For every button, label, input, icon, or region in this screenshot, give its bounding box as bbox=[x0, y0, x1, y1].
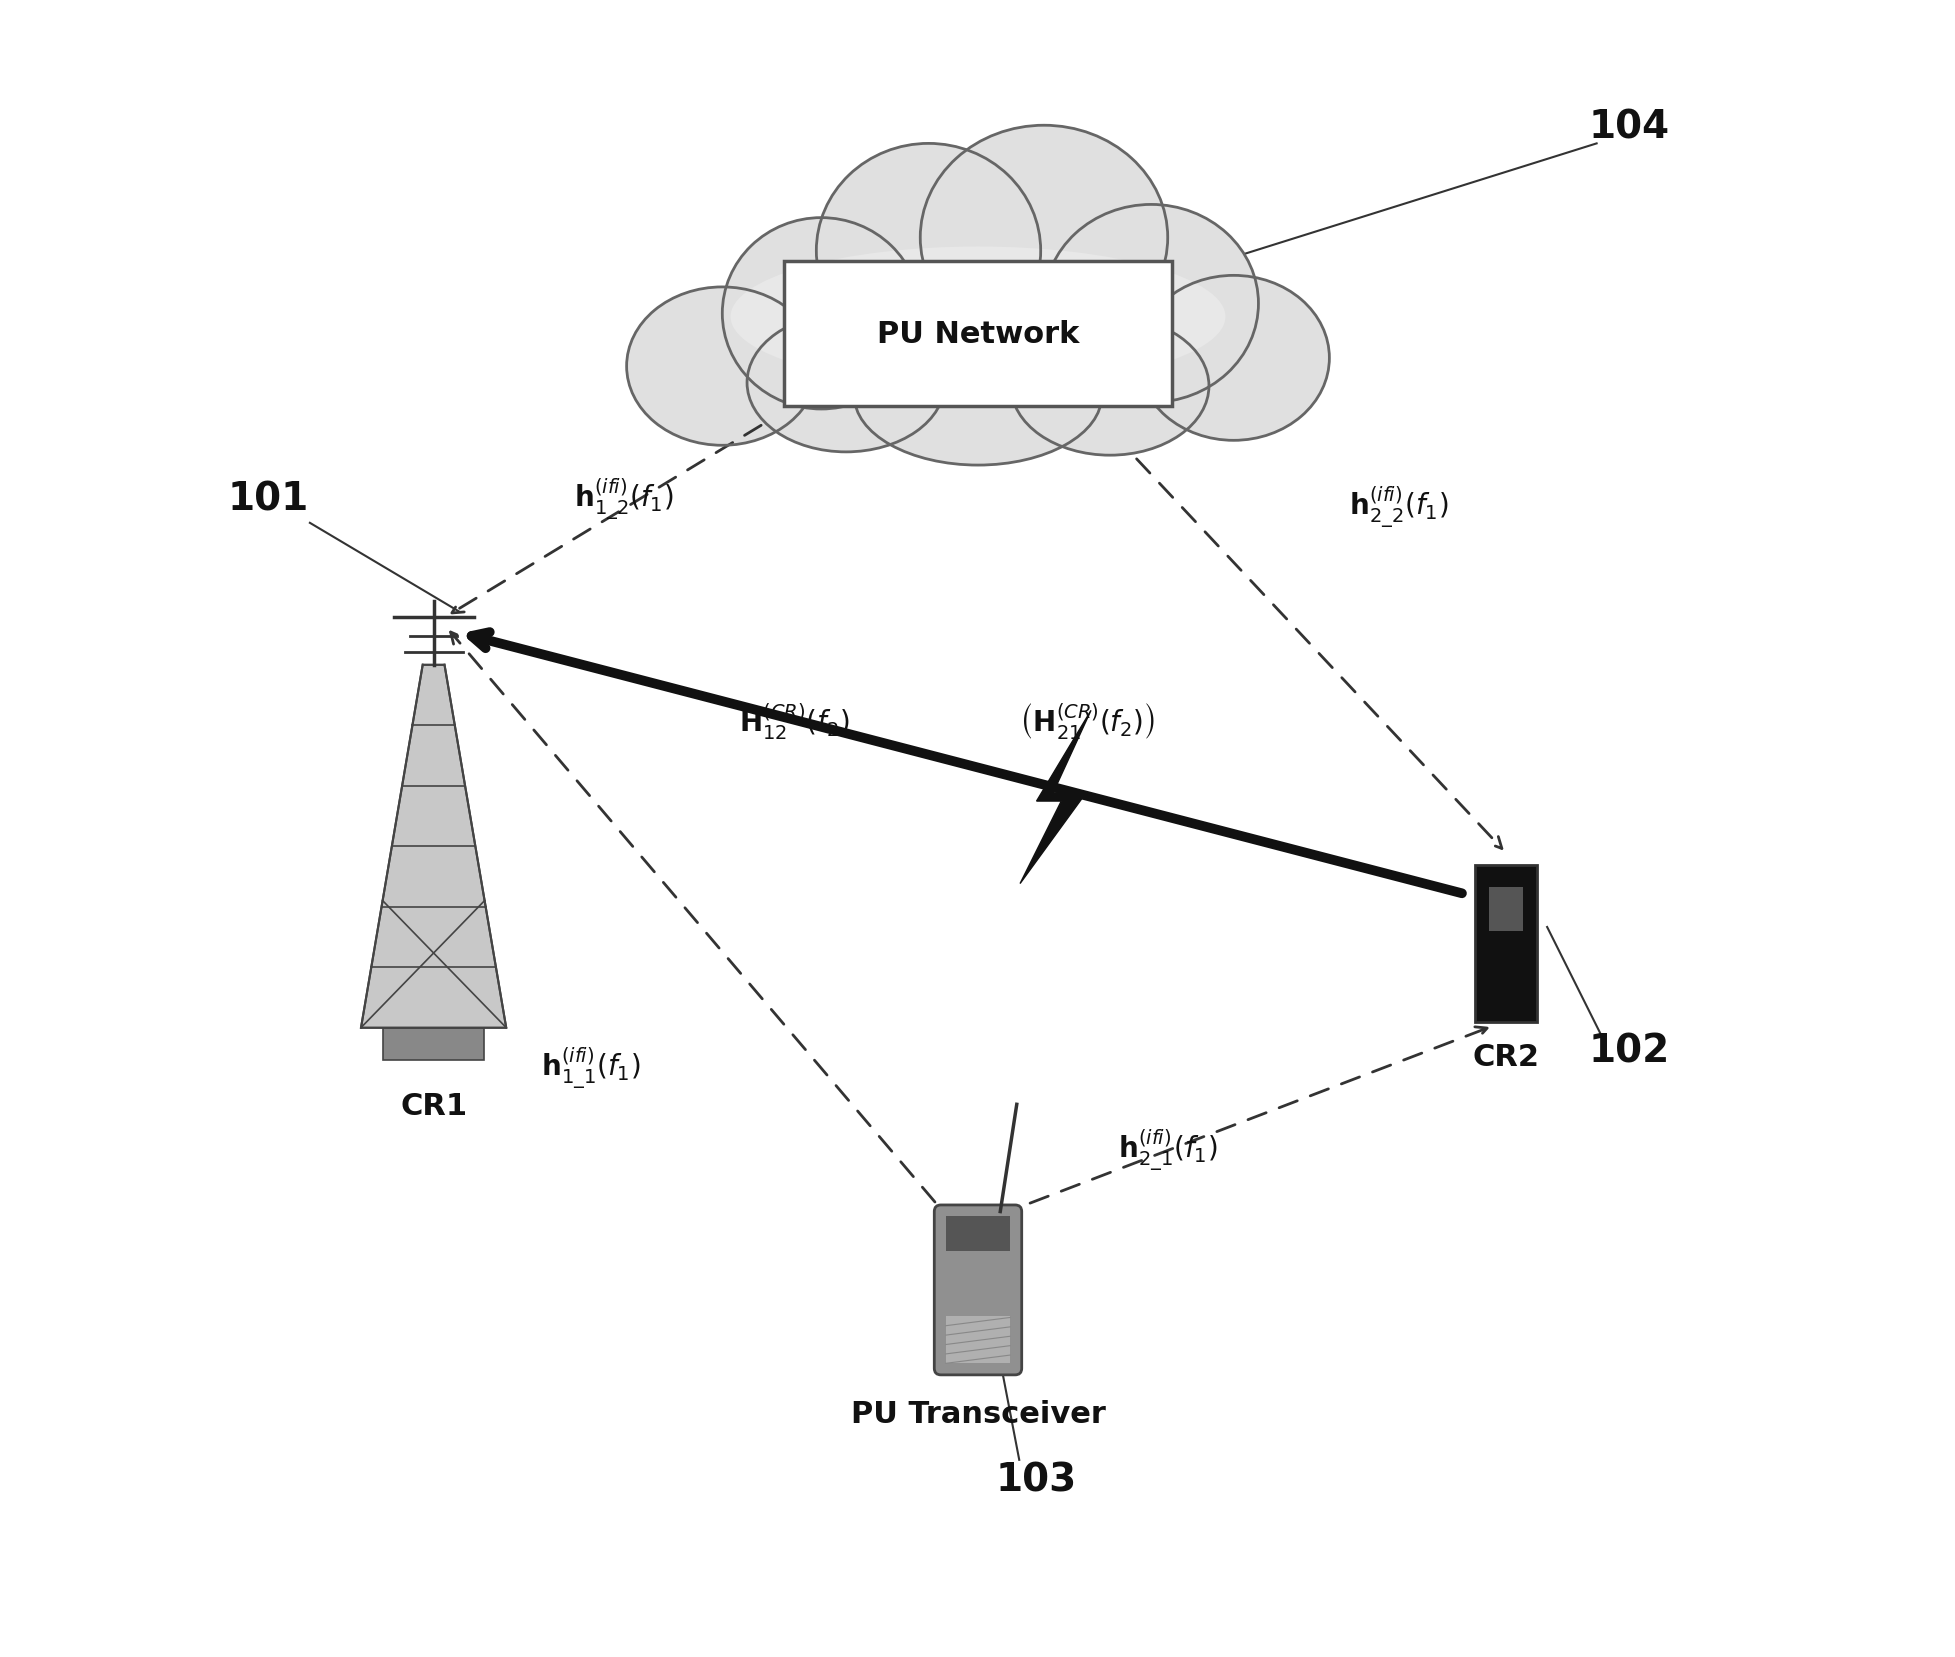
Polygon shape bbox=[1021, 711, 1091, 885]
Polygon shape bbox=[362, 664, 506, 1027]
Bar bbox=[1488, 888, 1523, 931]
Ellipse shape bbox=[1011, 318, 1208, 456]
Ellipse shape bbox=[721, 219, 919, 409]
Text: $\mathbf{H}_{12}^{(CR)}(f_2)$: $\mathbf{H}_{12}^{(CR)}(f_2)$ bbox=[739, 701, 848, 742]
Ellipse shape bbox=[626, 288, 817, 446]
Text: $\mathbf{h}_{2\_1}^{(ifi)}(f_1)$: $\mathbf{h}_{2\_1}^{(ifi)}(f_1)$ bbox=[1118, 1127, 1218, 1173]
Text: $\mathbf{h}_{1\_1}^{(ifi)}(f_1)$: $\mathbf{h}_{1\_1}^{(ifi)}(f_1)$ bbox=[542, 1046, 639, 1090]
Bar bbox=[946, 1317, 1009, 1364]
Ellipse shape bbox=[1138, 277, 1329, 441]
Ellipse shape bbox=[729, 247, 1226, 388]
Text: PU Network: PU Network bbox=[876, 320, 1079, 348]
Text: CR1: CR1 bbox=[401, 1092, 467, 1120]
Text: $\mathbf{h}_{1\_2}^{(ifi)}(f_1)$: $\mathbf{h}_{1\_2}^{(ifi)}(f_1)$ bbox=[573, 476, 673, 522]
Bar bbox=[946, 1216, 1009, 1251]
Text: 104: 104 bbox=[1587, 109, 1670, 147]
Text: $\mathbf{h}_{2\_2}^{(ifi)}(f_1)$: $\mathbf{h}_{2\_2}^{(ifi)}(f_1)$ bbox=[1349, 484, 1449, 530]
Text: $\left(\mathbf{H}_{21}^{(CR)}(f_2)\right)$: $\left(\mathbf{H}_{21}^{(CR)}(f_2)\right… bbox=[1019, 701, 1155, 742]
Text: PU Transceiver: PU Transceiver bbox=[850, 1399, 1105, 1428]
FancyBboxPatch shape bbox=[784, 262, 1171, 406]
Text: CR2: CR2 bbox=[1472, 1042, 1539, 1072]
Ellipse shape bbox=[1044, 205, 1257, 403]
Ellipse shape bbox=[747, 315, 944, 452]
Ellipse shape bbox=[815, 144, 1040, 358]
Bar bbox=[383, 1027, 485, 1060]
Ellipse shape bbox=[854, 328, 1101, 466]
Bar bbox=[1474, 865, 1537, 1022]
Text: 103: 103 bbox=[995, 1461, 1075, 1498]
Ellipse shape bbox=[919, 126, 1167, 350]
Text: 101: 101 bbox=[229, 481, 309, 517]
FancyBboxPatch shape bbox=[934, 1205, 1021, 1375]
Text: 102: 102 bbox=[1587, 1032, 1670, 1070]
